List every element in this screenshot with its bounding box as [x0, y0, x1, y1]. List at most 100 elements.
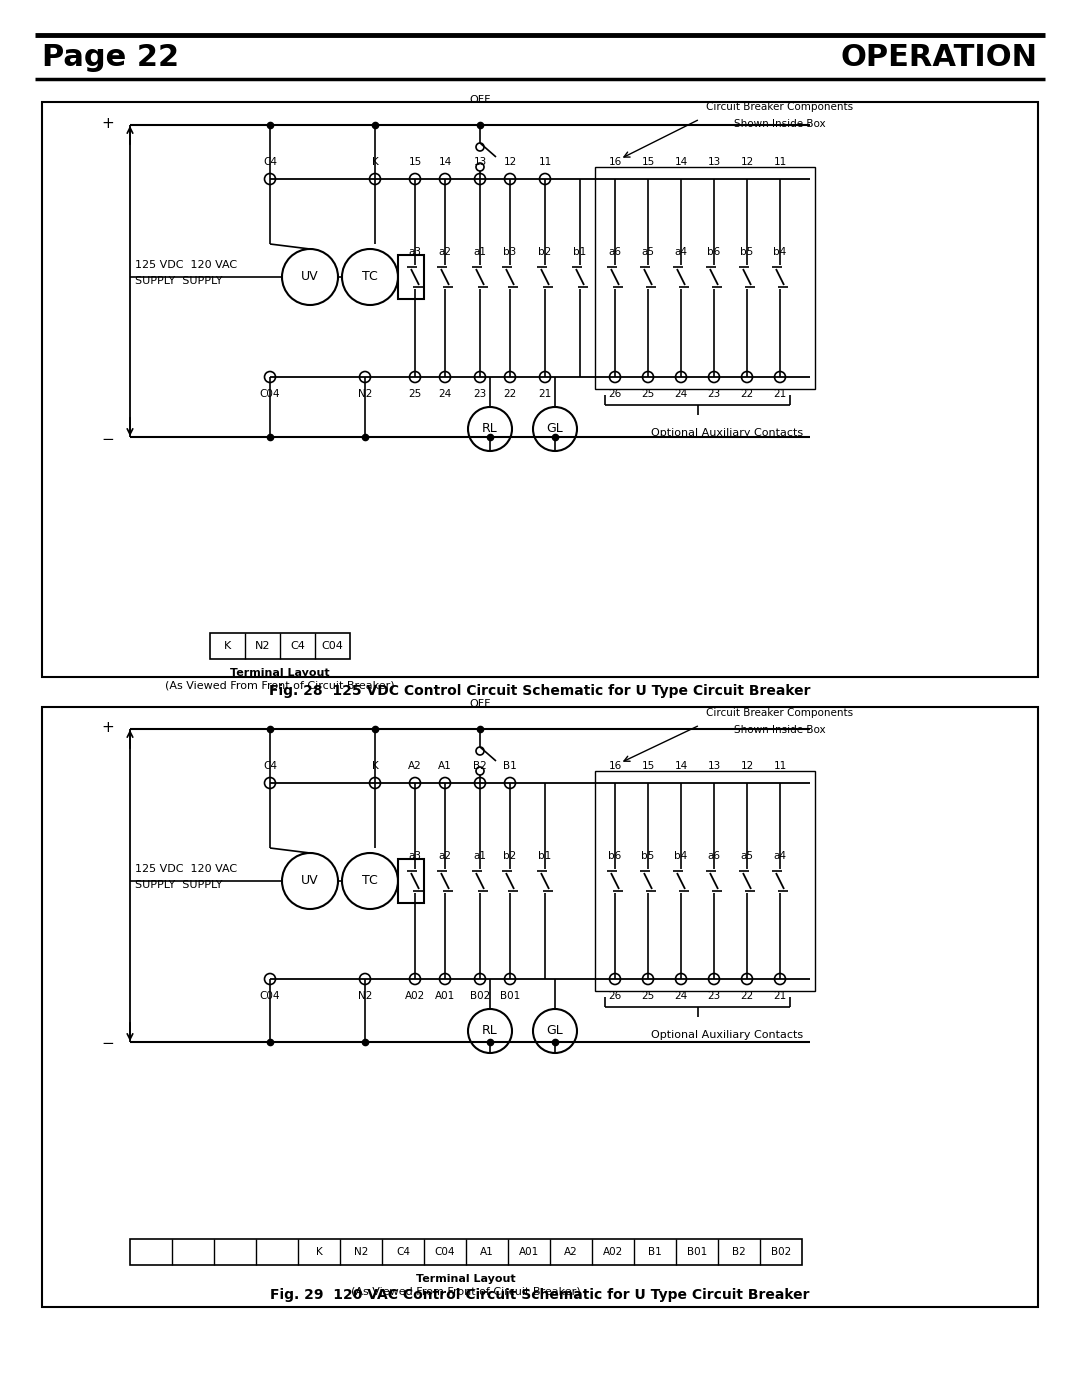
Text: B01: B01 [500, 990, 521, 1002]
Text: 12: 12 [741, 156, 754, 168]
Text: a6: a6 [707, 851, 720, 861]
Text: a1: a1 [473, 247, 486, 257]
Circle shape [265, 778, 275, 788]
Circle shape [474, 173, 486, 184]
Text: b5: b5 [741, 247, 754, 257]
Text: a1: a1 [473, 851, 486, 861]
Text: b6: b6 [608, 851, 622, 861]
Circle shape [265, 372, 275, 383]
Text: Circuit Breaker Components: Circuit Breaker Components [706, 708, 853, 718]
Text: 21: 21 [538, 388, 552, 400]
Text: 11: 11 [773, 156, 786, 168]
Text: b1: b1 [538, 851, 552, 861]
Text: 21: 21 [773, 388, 786, 400]
Text: b6: b6 [707, 247, 720, 257]
Circle shape [474, 974, 486, 985]
Text: B2: B2 [473, 761, 487, 771]
Circle shape [342, 854, 399, 909]
Text: SUPPLY  SUPPLY: SUPPLY SUPPLY [135, 277, 222, 286]
Text: C04: C04 [260, 388, 280, 400]
Circle shape [468, 1009, 512, 1053]
Text: +: + [102, 116, 114, 130]
Text: C4: C4 [264, 156, 276, 168]
Text: B02: B02 [470, 990, 490, 1002]
Circle shape [504, 778, 515, 788]
Bar [210, 633, 350, 659]
Text: (As Viewed From Front of Circuit Breaker): (As Viewed From Front of Circuit Breaker… [351, 1287, 581, 1296]
Text: A1: A1 [438, 761, 451, 771]
Text: Shown Inside Box: Shown Inside Box [734, 119, 826, 129]
Circle shape [342, 249, 399, 305]
Text: 13: 13 [707, 156, 720, 168]
Text: 14: 14 [438, 156, 451, 168]
Text: 16: 16 [608, 156, 622, 168]
Text: Fig. 29  120 VAC Control Circuit Schematic for U Type Circuit Breaker: Fig. 29 120 VAC Control Circuit Schemati… [270, 1288, 810, 1302]
Text: A02: A02 [405, 990, 426, 1002]
Text: N2: N2 [255, 641, 270, 651]
Text: +: + [102, 719, 114, 735]
Text: 25: 25 [408, 388, 421, 400]
Circle shape [643, 173, 653, 184]
Circle shape [742, 173, 753, 184]
Bar [42, 102, 1038, 678]
Circle shape [675, 778, 687, 788]
Text: A01: A01 [435, 990, 455, 1002]
Text: 21: 21 [773, 990, 786, 1002]
Text: OPERATION: OPERATION [841, 42, 1038, 71]
Text: K: K [315, 1248, 322, 1257]
Text: K: K [224, 641, 231, 651]
Circle shape [675, 372, 687, 383]
Circle shape [282, 249, 338, 305]
Text: A01: A01 [518, 1248, 539, 1257]
Text: C4: C4 [396, 1248, 410, 1257]
Circle shape [742, 372, 753, 383]
Text: 15: 15 [642, 761, 654, 771]
Circle shape [440, 372, 450, 383]
Circle shape [476, 747, 484, 754]
Text: 15: 15 [642, 156, 654, 168]
Text: Fig. 28  125 VDC Control Circuit Schematic for U Type Circuit Breaker: Fig. 28 125 VDC Control Circuit Schemati… [269, 685, 811, 698]
Text: UV: UV [301, 271, 319, 284]
Text: A02: A02 [603, 1248, 623, 1257]
Circle shape [440, 974, 450, 985]
Text: b4: b4 [773, 247, 786, 257]
Text: a3: a3 [408, 247, 421, 257]
Circle shape [409, 173, 420, 184]
Text: 13: 13 [473, 156, 487, 168]
Circle shape [708, 778, 719, 788]
Circle shape [504, 372, 515, 383]
Text: 23: 23 [707, 388, 720, 400]
Text: 22: 22 [741, 388, 754, 400]
Text: 26: 26 [608, 990, 622, 1002]
Circle shape [708, 173, 719, 184]
Text: a6: a6 [608, 247, 621, 257]
Text: b2: b2 [538, 247, 552, 257]
Bar [399, 256, 424, 299]
Circle shape [708, 974, 719, 985]
Circle shape [609, 778, 621, 788]
Text: 24: 24 [674, 388, 688, 400]
Text: B2: B2 [732, 1248, 746, 1257]
Circle shape [643, 778, 653, 788]
Circle shape [360, 372, 370, 383]
Text: GL: GL [546, 1024, 564, 1038]
Text: UV: UV [301, 875, 319, 887]
Text: Optional Auxiliary Contacts: Optional Auxiliary Contacts [651, 427, 804, 439]
Text: B02: B02 [771, 1248, 792, 1257]
Circle shape [360, 974, 370, 985]
Circle shape [369, 173, 380, 184]
Circle shape [476, 142, 484, 151]
Bar [130, 1239, 802, 1266]
Circle shape [409, 778, 420, 788]
Text: A2: A2 [564, 1248, 578, 1257]
Circle shape [474, 372, 486, 383]
Circle shape [540, 372, 551, 383]
Text: 16: 16 [608, 761, 622, 771]
Circle shape [409, 372, 420, 383]
Circle shape [534, 1009, 577, 1053]
Text: 22: 22 [503, 388, 516, 400]
Text: RL: RL [482, 1024, 498, 1038]
Text: −: − [102, 1037, 114, 1052]
Circle shape [265, 173, 275, 184]
Circle shape [774, 778, 785, 788]
